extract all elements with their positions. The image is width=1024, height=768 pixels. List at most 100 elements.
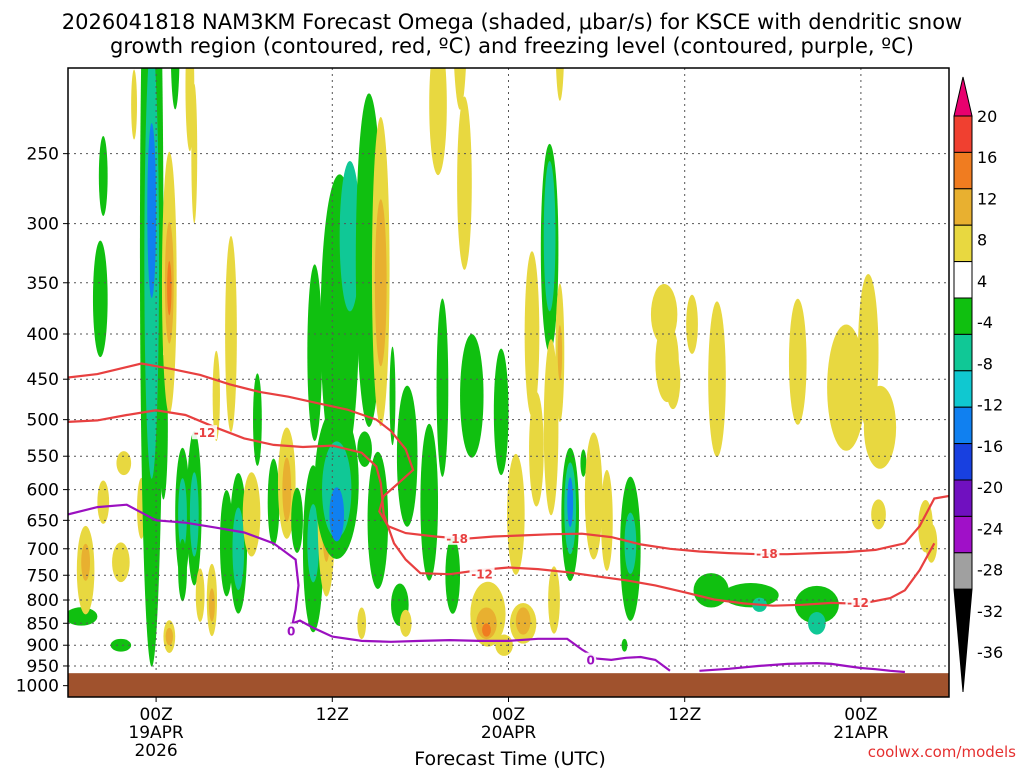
contour-label: 0: [287, 624, 295, 638]
x-tick-label-4-0: 00Z: [844, 705, 877, 725]
colorbar-segment-8: [953, 370, 973, 408]
x-tick-label-0-2: 2026: [134, 741, 177, 761]
omega-cell-98: [665, 349, 681, 410]
credit-link[interactable]: coolwx.com/models: [868, 743, 1016, 761]
colorbar-segment-2: [953, 151, 973, 190]
colorbar-segment-7: [953, 333, 973, 372]
x-tick-label-1-0: 12Z: [316, 705, 349, 725]
colorbar: 20 16 12 8 4 -4 -8 -12 -16 -20 -24 -28 -32 -36: [953, 76, 1003, 693]
colorbar-label-13: -36: [977, 643, 1003, 662]
x-tick-label-0-0: 00Z: [139, 705, 172, 725]
omega-cell-40: [282, 457, 292, 522]
omega-cell-51: [339, 160, 361, 312]
omega-cell-44: [307, 264, 323, 442]
contour-0: [68, 362, 949, 556]
y-tick-label-750: 750: [27, 566, 59, 586]
omega-cell-32: [219, 490, 234, 597]
omega-cell-99: [686, 294, 698, 354]
omega-cell-38: [267, 458, 280, 546]
omega-cell-73: [493, 348, 509, 476]
omega-cell-23: [178, 538, 187, 602]
contour-label: -12: [471, 568, 493, 582]
omega-cell-79: [529, 391, 544, 507]
omega-cell-59: [389, 346, 396, 446]
contour-label: -18: [446, 532, 468, 546]
y-tick-label-600: 600: [27, 481, 59, 501]
colorbar-label-6: -8: [977, 354, 993, 373]
contour-3: [699, 661, 905, 674]
omega-cell-20: [171, 68, 180, 110]
omega-cell-95: [621, 638, 628, 652]
omega-cell-81: [543, 160, 556, 312]
ground-terrain: [68, 673, 949, 697]
omega-cell-27: [189, 472, 199, 557]
y-tick-label-900: 900: [27, 636, 59, 656]
contour-label: -12: [847, 596, 869, 610]
contour-label-bg: [469, 566, 495, 581]
colorbar-label-1: 16: [977, 148, 997, 167]
omega-cell-43: [307, 504, 320, 583]
omega-cell-17: [167, 261, 172, 316]
omega-cell-84: [556, 68, 564, 101]
y-tick-label-450: 450: [27, 370, 59, 390]
y-tick-label-700: 700: [27, 540, 59, 560]
colorbar-segment-5: [953, 261, 973, 299]
omega-cell-8: [110, 638, 132, 652]
y-tick-label-350: 350: [27, 274, 59, 294]
omega-cell-110: [871, 499, 886, 530]
contour-label-bg: [754, 546, 780, 561]
omega-cell-55: [357, 607, 367, 640]
colorbar-label-11: -28: [977, 561, 1003, 580]
contour-label-bg: [285, 623, 297, 638]
omega-cell-52: [341, 331, 353, 410]
colorbar-segment-13: [953, 552, 973, 590]
colorbar-label-5: -4: [977, 313, 993, 332]
omega-cell-65: [429, 68, 447, 176]
colorbar-label-10: -24: [977, 519, 1003, 538]
x-tick-label-3-0: 12Z: [668, 705, 701, 725]
omega-cell-35: [232, 507, 245, 591]
colorbar-segment-12: [953, 515, 973, 554]
omega-cell-104: [788, 298, 807, 425]
omega-cell-50: [329, 487, 345, 542]
colorbar-label-4: 4: [977, 272, 987, 291]
plot-area: -18 -18 -12 -12 -12 0 0: [68, 68, 949, 697]
omega-cell-30: [208, 588, 215, 622]
x-tick-label-2-0: 00Z: [492, 705, 525, 725]
omega-cell-106: [808, 611, 826, 635]
colorbar-label-9: -20: [977, 478, 1003, 497]
omega-cell-22: [178, 478, 187, 551]
contour-label-bg: [192, 425, 218, 440]
omega-cell-92: [601, 469, 613, 571]
colorbar-bottom-arrow: [953, 588, 973, 693]
colorbar-label-3: 8: [977, 231, 987, 250]
chart-subtitle: growth region (contoured, red, ºC) and f…: [110, 34, 914, 58]
omega-cell-91: [584, 432, 603, 560]
y-tick-label-250: 250: [27, 145, 59, 165]
omega-cell-28: [195, 568, 205, 622]
omega-cell-77: [515, 607, 531, 635]
x-tick-label-2-1: 20APR: [481, 723, 537, 743]
omega-cell-36: [242, 472, 261, 557]
omega-cell-31: [212, 350, 220, 442]
omega-cell-72: [482, 623, 491, 637]
omega-cell-5: [97, 480, 110, 524]
colorbar-segment-4: [953, 224, 973, 263]
contour-label: -12: [194, 426, 216, 440]
colorbar-label-12: -32: [977, 602, 1003, 621]
omega-cell-82: [543, 339, 559, 516]
omega-cell-89: [567, 477, 574, 527]
y-tick-label-550: 550: [27, 447, 59, 467]
colorbar-label-2: 12: [977, 189, 997, 208]
y-tick-label-800: 800: [27, 591, 59, 611]
contour-label: -18: [756, 547, 778, 561]
omega-cell-90: [580, 449, 587, 477]
y-tick-label-950: 950: [27, 657, 59, 677]
colorbar-segment-11: [953, 479, 973, 517]
omega-cell-86: [557, 325, 563, 381]
omega-cell-64: [436, 298, 449, 477]
y-tick-label-500: 500: [27, 411, 59, 431]
omega-cell-63: [420, 423, 439, 581]
omega-cell-69: [460, 334, 484, 458]
